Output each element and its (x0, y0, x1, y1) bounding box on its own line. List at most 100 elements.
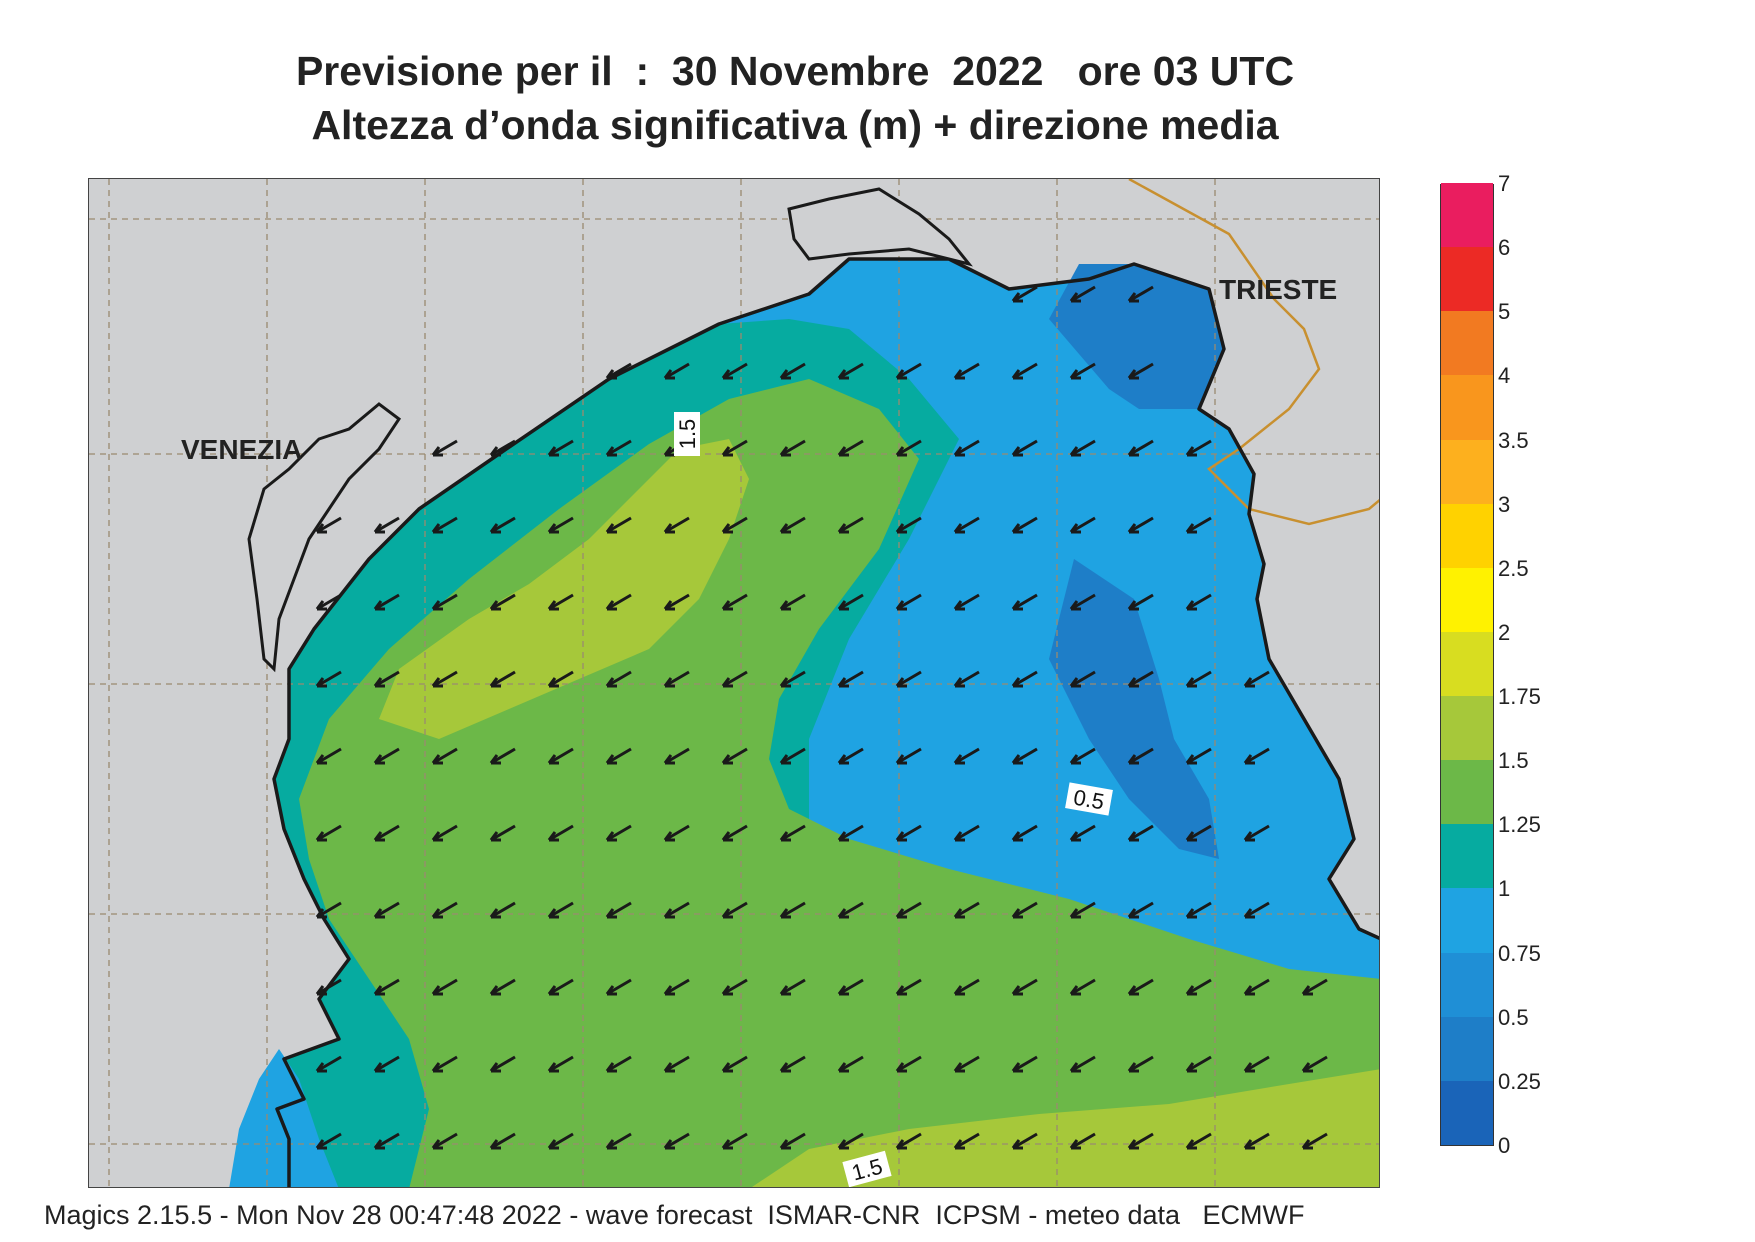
wave-arrow-shaft (1012, 670, 1038, 688)
colorbar-tick-label: 7 (1498, 171, 1511, 196)
wave-arrow-head (953, 1139, 965, 1150)
wave-arrow-head (1069, 1062, 1081, 1073)
wave-arrow-shaft (490, 747, 516, 765)
wave-arrow-head (315, 831, 327, 842)
wave-arrow-head (1301, 985, 1313, 996)
wave-arrow-shaft (664, 670, 690, 688)
wave-arrow-head (431, 600, 443, 611)
wave-arrow-head (837, 831, 849, 842)
wave-arrow-shaft (1128, 285, 1154, 303)
colorbar-tick-label: 0.5 (1498, 1004, 1529, 1030)
wave-arrow-head (431, 754, 443, 765)
wave-arrow-head (1011, 754, 1023, 765)
wave-arrow-head (779, 1139, 791, 1150)
wave-arrow-shaft (838, 516, 864, 534)
colorbar-tick-label: 1.25 (1498, 812, 1541, 838)
wave-arrow-head (373, 1139, 385, 1150)
wave-arrow-shaft (606, 1055, 632, 1073)
wave-arrow-shaft (1128, 593, 1154, 611)
wave-arrow-shaft (838, 1132, 864, 1150)
wave-arrow-shaft (838, 824, 864, 842)
wave-arrow-head (1127, 908, 1139, 919)
wave-arrow-shaft (722, 439, 748, 457)
wave-arrow-head (663, 754, 675, 765)
wave-arrow-shaft (664, 747, 690, 765)
wave-arrow-head (1127, 600, 1139, 611)
colorbar-tick-label: 1 (1498, 876, 1511, 902)
colorbar-segment (1441, 952, 1493, 1017)
wave-arrow-head (837, 523, 849, 534)
map-svg: 1.5 0.5 1.5 VENEZIA TRIESTE (89, 179, 1379, 1187)
colorbar-tick-label: 3 (1498, 491, 1511, 517)
wave-arrow-shaft (490, 516, 516, 534)
wave-arrow-head (1011, 908, 1023, 919)
wave-arrow-shaft (490, 670, 516, 688)
wave-arrow-shaft (838, 978, 864, 996)
wave-arrow-shaft (606, 824, 632, 842)
wave-arrow-head (1243, 908, 1255, 919)
wave-arrow-head (315, 1139, 327, 1150)
wave-arrow-head (721, 677, 733, 688)
wave-arrow-shaft (1012, 824, 1038, 842)
wave-arrow-head (1127, 677, 1139, 688)
wave-arrow-head (1069, 677, 1081, 688)
sea-high-center (379, 439, 749, 739)
wave-arrow-shaft (316, 901, 342, 919)
colorbar-segment (1441, 375, 1493, 440)
wave-arrow-shaft (838, 593, 864, 611)
wave-arrow-shaft (664, 593, 690, 611)
wave-arrow-head (1127, 1062, 1139, 1073)
wave-arrow-shaft (954, 439, 980, 457)
colorbar-tick-label: 0.75 (1498, 940, 1541, 966)
wave-arrow-shaft (896, 670, 922, 688)
wave-height-map[interactable]: 1.5 0.5 1.5 VENEZIA TRIESTE (88, 178, 1380, 1188)
colorbar-tick-label: 1.5 (1498, 748, 1529, 774)
wave-arrow-shaft (490, 901, 516, 919)
wave-arrow-head (373, 600, 385, 611)
wave-arrow-head (1243, 1062, 1255, 1073)
wave-arrow-head (1011, 831, 1023, 842)
wave-arrow-shaft (490, 978, 516, 996)
wave-arrow-shaft (838, 1055, 864, 1073)
wave-arrow-shaft (548, 1055, 574, 1073)
wave-arrow-shaft (780, 824, 806, 842)
wave-arrow-shaft (1186, 901, 1212, 919)
wave-arrow-head (431, 831, 443, 842)
wave-arrow-shaft (780, 747, 806, 765)
wave-arrow-head (1069, 754, 1081, 765)
wave-arrow-shaft (432, 824, 458, 842)
colorbar-tick-label: 3.5 (1498, 427, 1529, 453)
wave-arrow-shaft (896, 1055, 922, 1073)
wave-arrow-head (721, 369, 733, 380)
wave-arrow-head (489, 1062, 501, 1073)
wave-arrow-shaft (780, 362, 806, 380)
wave-arrow-head (779, 600, 791, 611)
wave-arrow-shaft (606, 670, 632, 688)
wave-arrow-shaft (1070, 747, 1096, 765)
colorbar-segment (1441, 631, 1493, 697)
sea-sw-patch (229, 1049, 339, 1187)
venice-lagoon-outline (247, 402, 402, 673)
wave-arrow-head (1011, 446, 1023, 457)
wave-arrow-head (605, 677, 617, 688)
wave-arrow-shaft (1244, 978, 1270, 996)
wave-arrow-shaft (432, 670, 458, 688)
wave-arrow-head (895, 908, 907, 919)
wave-arrow-head (1185, 446, 1197, 457)
wave-arrow-shaft (548, 670, 574, 688)
wave-arrow-head (315, 523, 327, 534)
wave-arrow-shaft (1128, 1132, 1154, 1150)
wave-arrow-head (1011, 1062, 1023, 1073)
wave-arrow-head (605, 369, 617, 380)
trieste-label: TRIESTE (1219, 274, 1337, 305)
wave-arrow-shaft (838, 747, 864, 765)
wave-arrow-shaft (954, 516, 980, 534)
wave-arrow-head (373, 677, 385, 688)
wave-arrow-head (373, 1062, 385, 1073)
colorbar-segment (1441, 567, 1493, 632)
wave-arrow-shaft (722, 362, 748, 380)
wave-arrow-shaft (1186, 824, 1212, 842)
wave-arrow-shaft (954, 1132, 980, 1150)
wave-arrow-head (721, 600, 733, 611)
colorbar-segment (1441, 311, 1493, 376)
